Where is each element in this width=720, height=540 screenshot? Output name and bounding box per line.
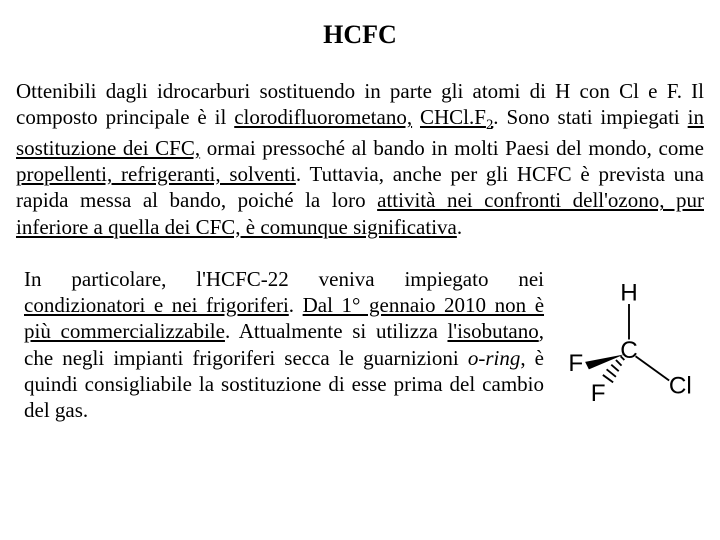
p1-sp	[412, 105, 420, 129]
paragraph-1: Ottenibili dagli idrocarburi sostituendo…	[16, 78, 704, 240]
atom-h: H	[620, 279, 638, 306]
atom-cl: Cl	[669, 372, 692, 399]
p1-text3: ormai pressoché al bando in molti Paesi …	[200, 136, 704, 160]
p1-formula-main: CHCl.F	[420, 105, 486, 129]
p1-text5: .	[457, 215, 462, 239]
row-2: In particolare, l'HCFC-22 veniva impiega…	[16, 266, 704, 424]
atom-f2: F	[591, 380, 606, 407]
p1-underline-1: clorodifluorometano,	[234, 105, 412, 129]
p2-text2: .	[289, 293, 303, 317]
p2-underline-1: condizionatori e nei frigoriferi	[24, 293, 289, 317]
p1-underline-4: propellenti, refrigeranti, solventi	[16, 162, 296, 186]
p2-text3: . Attualmente si utilizza	[225, 319, 448, 343]
atom-c: C	[620, 337, 638, 364]
paragraph-2: In particolare, l'HCFC-22 veniva impiega…	[16, 266, 544, 424]
p1-formula: CHCl.F2	[420, 105, 493, 129]
bond-c-cl	[636, 356, 670, 380]
p2-italic-1: o-ring	[468, 346, 521, 370]
p2-text1: In particolare, l'HCFC-22 veniva impiega…	[24, 267, 544, 291]
page-title: HCFC	[16, 20, 704, 50]
p2-underline-3: l'isobutano	[447, 319, 538, 343]
p1-text2: . Sono stati impiegati	[493, 105, 687, 129]
atom-f1: F	[568, 350, 583, 377]
molecule-diagram: C H F F Cl	[554, 276, 704, 416]
